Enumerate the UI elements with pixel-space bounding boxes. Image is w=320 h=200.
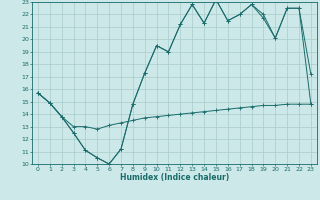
- X-axis label: Humidex (Indice chaleur): Humidex (Indice chaleur): [120, 173, 229, 182]
